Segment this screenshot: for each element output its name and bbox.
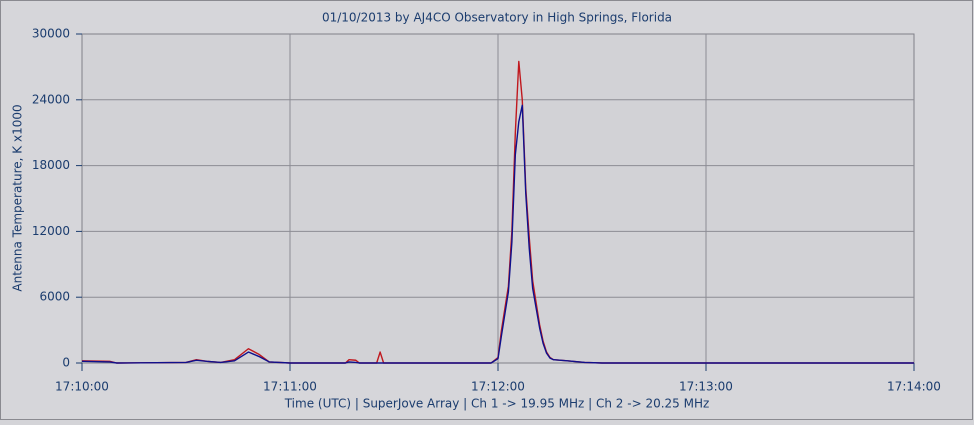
x-tick-label: 17:11:00 xyxy=(263,380,317,394)
x-tick-label: 17:12:00 xyxy=(471,380,525,394)
y-tick-label: 0 xyxy=(62,356,70,370)
y-tick-label: 12000 xyxy=(32,224,70,238)
chart-title: 01/10/2013 by AJ4CO Observatory in High … xyxy=(322,11,672,25)
x-tick-label: 17:13:00 xyxy=(679,380,733,394)
y-axis-label: Antenna Temperature, K x1000 xyxy=(11,104,25,291)
y-tick-label: 18000 xyxy=(32,158,70,172)
series-line xyxy=(81,104,914,364)
y-tick-label: 30000 xyxy=(32,27,70,41)
x-axis-label: Time (UTC) | SuperJove Array | Ch 1 -> 1… xyxy=(284,397,710,411)
x-tick-label: 17:10:00 xyxy=(55,380,109,394)
y-tick-label: 6000 xyxy=(39,290,70,304)
x-tick-label: 17:14:00 xyxy=(887,380,941,394)
y-tick-label: 24000 xyxy=(32,92,70,106)
